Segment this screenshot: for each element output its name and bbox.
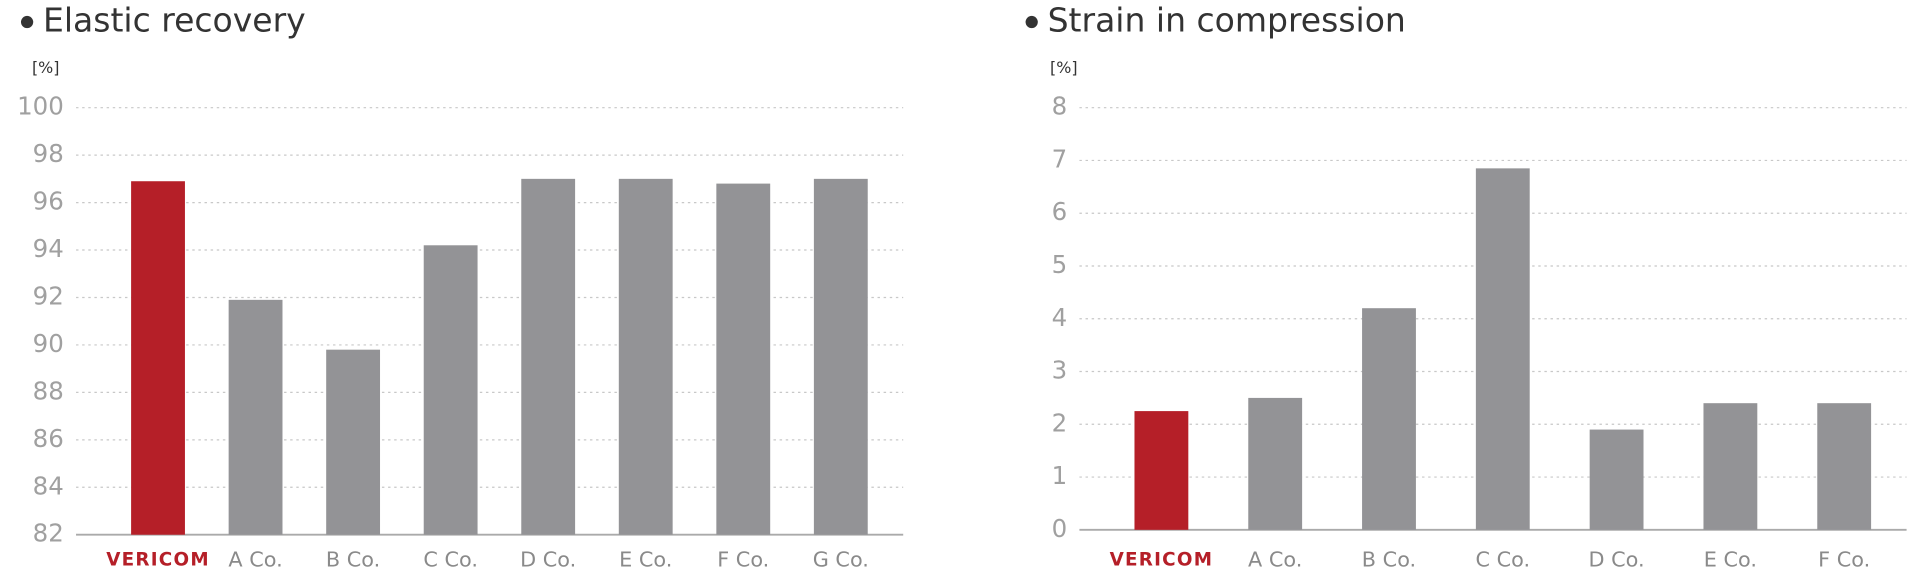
bar <box>618 178 673 535</box>
bar <box>326 349 381 535</box>
y-tick-label: 96 <box>33 187 64 216</box>
y-tick-label: 4 <box>1052 303 1068 332</box>
y-tick-label: 100 <box>17 92 64 121</box>
bar <box>1475 168 1530 530</box>
y-tick-label: 3 <box>1052 356 1068 385</box>
chart-title: Strain in compression <box>1048 1 1406 40</box>
y-tick-label: 2 <box>1052 408 1068 437</box>
x-tick-label: VERICOM <box>106 549 210 570</box>
y-tick-label: 86 <box>33 424 64 453</box>
x-tick-label: D Co. <box>1589 547 1645 571</box>
x-tick-label: E Co. <box>1704 547 1757 571</box>
y-tick-label: 7 <box>1052 144 1068 173</box>
bar <box>1589 429 1644 530</box>
y-tick-label: 6 <box>1052 197 1068 226</box>
bar <box>716 183 771 535</box>
y-tick-label: 84 <box>33 471 64 500</box>
y-axis-unit: [%] <box>32 58 60 77</box>
bar <box>521 178 576 535</box>
bar <box>1248 397 1303 530</box>
y-tick-label: 5 <box>1052 250 1068 279</box>
x-tick-label: B Co. <box>326 547 380 571</box>
x-tick-label: E Co. <box>619 547 672 571</box>
x-tick-label: D Co. <box>520 547 576 571</box>
bar <box>1362 308 1416 530</box>
x-tick-label: VERICOM <box>1110 549 1214 570</box>
title-bullet <box>20 15 34 29</box>
x-tick-label: C Co. <box>1475 547 1530 571</box>
x-tick-label: B Co. <box>1362 547 1416 571</box>
y-tick-label: 98 <box>33 139 64 168</box>
y-tick-label: 94 <box>33 234 64 263</box>
x-tick-label: C Co. <box>423 547 478 571</box>
bar <box>423 245 478 535</box>
x-tick-label: G Co. <box>813 547 869 571</box>
y-axis-unit: [%] <box>1050 58 1078 77</box>
bar <box>131 181 185 535</box>
y-tick-label: 90 <box>33 329 64 358</box>
bar <box>813 178 868 535</box>
x-tick-label: A Co. <box>228 547 282 571</box>
y-tick-label: 82 <box>33 519 64 548</box>
title-bullet <box>1025 15 1038 29</box>
y-tick-label: 8 <box>1052 92 1068 121</box>
bar <box>1703 403 1758 530</box>
bar <box>1134 411 1189 530</box>
y-tick-label: 0 <box>1052 514 1068 543</box>
x-tick-label: F Co. <box>1818 547 1870 571</box>
x-tick-label: F Co. <box>717 547 769 571</box>
chart-title: Elastic recovery <box>43 1 306 40</box>
bar <box>228 299 283 535</box>
y-tick-label: 1 <box>1052 461 1068 490</box>
x-tick-label: A Co. <box>1248 547 1302 571</box>
bar <box>1817 403 1872 530</box>
y-tick-label: 88 <box>33 376 64 405</box>
y-tick-label: 92 <box>33 281 64 310</box>
